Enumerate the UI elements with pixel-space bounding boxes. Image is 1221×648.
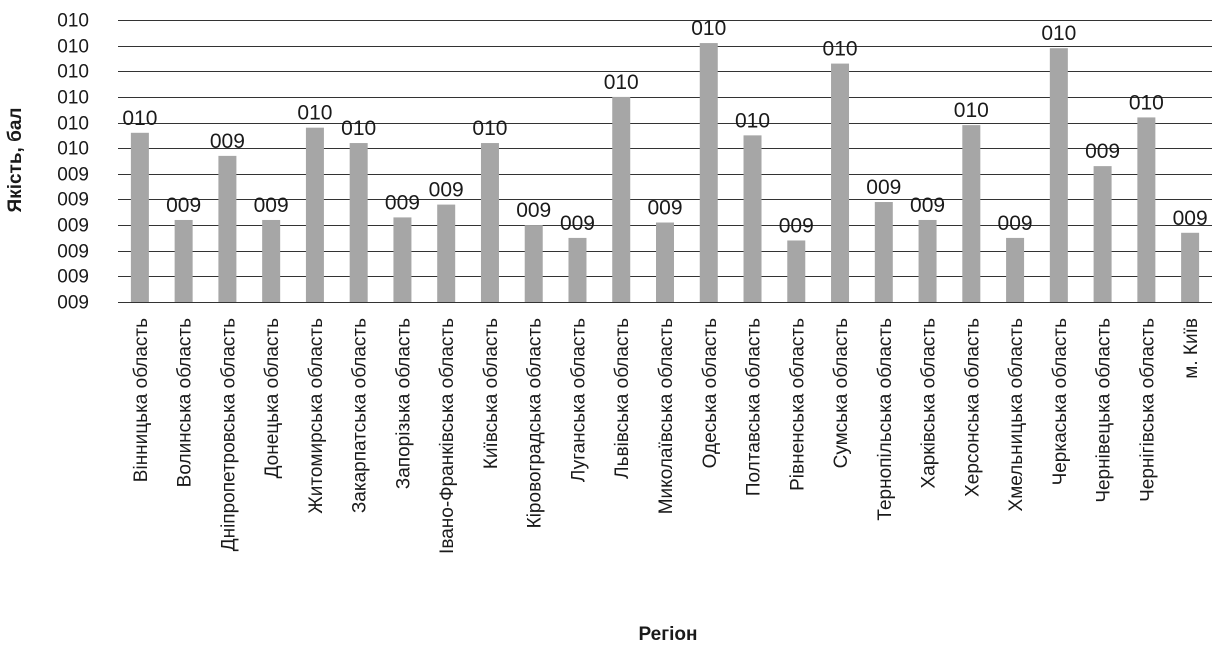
bar bbox=[1181, 232, 1200, 302]
category-label: Полтавська область bbox=[744, 318, 765, 496]
category-label: Хмельницька область bbox=[1006, 318, 1027, 512]
data-label: 009 bbox=[429, 179, 464, 202]
data-label: 010 bbox=[735, 109, 770, 132]
bar bbox=[1049, 48, 1068, 303]
data-label: 009 bbox=[647, 197, 682, 220]
data-label: 009 bbox=[210, 130, 245, 153]
bar bbox=[1093, 166, 1112, 302]
y-tick-label: 009 bbox=[57, 216, 89, 237]
data-label: 010 bbox=[122, 107, 157, 130]
x-axis-title: Регіон bbox=[638, 624, 697, 645]
data-label: 010 bbox=[604, 71, 639, 94]
data-label: 010 bbox=[472, 117, 507, 140]
category-label: Львівська область bbox=[612, 318, 633, 479]
data-label: 009 bbox=[866, 176, 901, 199]
bar bbox=[393, 217, 412, 302]
bar bbox=[743, 135, 762, 302]
bar bbox=[962, 125, 981, 302]
bar bbox=[699, 43, 718, 303]
bar bbox=[656, 222, 674, 302]
y-tick-label: 009 bbox=[57, 242, 89, 263]
bar bbox=[1006, 237, 1025, 302]
data-label: 010 bbox=[1129, 91, 1164, 114]
data-label: 009 bbox=[779, 214, 814, 237]
category-label: Київська область bbox=[481, 318, 502, 469]
y-tick-label: 009 bbox=[57, 190, 89, 211]
category-label: м. Київ bbox=[1181, 318, 1202, 379]
y-axis-tick-labels: 009 009 009 009 009 009 010 010 010 010 010 010 bbox=[57, 11, 89, 314]
y-tick-label: 010 bbox=[57, 62, 89, 83]
category-label: Дніпропетровська область bbox=[218, 318, 239, 551]
category-label: Запорізька область bbox=[393, 318, 414, 489]
bar bbox=[130, 132, 149, 302]
y-tick-label: 009 bbox=[57, 165, 89, 186]
bar bbox=[524, 225, 543, 302]
bar bbox=[787, 240, 806, 302]
category-label: Донецька область bbox=[262, 318, 283, 479]
category-label: Вінницька область bbox=[131, 318, 152, 482]
bar bbox=[480, 143, 499, 302]
y-tick-label: 010 bbox=[57, 88, 89, 109]
category-label: Кіровоградська область bbox=[525, 318, 546, 528]
category-label: Сумська область bbox=[831, 318, 852, 468]
category-label: Закарпатська область bbox=[350, 318, 371, 513]
gridlines bbox=[118, 20, 1212, 303]
bar bbox=[305, 127, 324, 302]
data-label: 010 bbox=[297, 102, 332, 125]
bar-data-labels: 010 009 009 009 010 010 009 009 010 009 009 010 009 0… bbox=[122, 17, 1207, 237]
category-label: Миколаївська область bbox=[656, 318, 677, 514]
data-label: 009 bbox=[560, 212, 595, 235]
bar bbox=[612, 96, 631, 302]
y-tick-label: 010 bbox=[57, 139, 89, 160]
category-label: Тернопільська область bbox=[875, 318, 896, 521]
data-label: 009 bbox=[254, 194, 289, 217]
category-label: Харківська область bbox=[919, 318, 940, 489]
data-label: 009 bbox=[516, 199, 551, 222]
y-tick-label: 010 bbox=[57, 37, 89, 58]
bar bbox=[218, 155, 237, 302]
y-tick-label: 009 bbox=[57, 267, 89, 288]
bar bbox=[568, 237, 587, 302]
category-label: Одеська область bbox=[700, 318, 721, 468]
category-label: Івано-Франківська область bbox=[437, 318, 458, 554]
bar bbox=[831, 63, 850, 302]
y-axis-title: Якість, бал bbox=[5, 108, 26, 213]
data-label: 009 bbox=[910, 194, 945, 217]
category-label: Волинська область bbox=[175, 318, 196, 487]
category-label: Черкаська область bbox=[1050, 318, 1071, 486]
data-label: 010 bbox=[823, 38, 858, 61]
bar bbox=[1137, 117, 1156, 302]
data-label: 010 bbox=[341, 117, 376, 140]
bars bbox=[130, 43, 1200, 303]
category-label: Чернігівська область bbox=[1137, 318, 1158, 502]
y-tick-label: 010 bbox=[57, 11, 89, 32]
x-axis-category-labels: Вінницька область Волинська область Дніпро… bbox=[131, 318, 1202, 554]
bar bbox=[918, 219, 937, 302]
category-label: Чернівецька область bbox=[1094, 318, 1115, 503]
data-label: 010 bbox=[1041, 22, 1076, 45]
bar bbox=[874, 202, 893, 302]
y-tick-label: 010 bbox=[57, 114, 89, 135]
category-label: Житомирська область bbox=[306, 318, 327, 514]
bar bbox=[262, 219, 281, 302]
bar bbox=[437, 204, 456, 302]
y-tick-label: 009 bbox=[57, 293, 89, 314]
category-label: Рівненська область bbox=[787, 318, 808, 491]
data-label: 009 bbox=[998, 212, 1033, 235]
data-label: 009 bbox=[166, 194, 201, 217]
category-label: Луганська область bbox=[568, 318, 589, 482]
data-label: 009 bbox=[385, 191, 420, 214]
data-label: 010 bbox=[691, 17, 726, 40]
data-label: 009 bbox=[1173, 207, 1208, 230]
category-label: Херсонська область bbox=[962, 318, 983, 497]
bar bbox=[174, 219, 193, 302]
data-label: 009 bbox=[1085, 140, 1120, 163]
bar bbox=[349, 143, 368, 302]
data-label: 010 bbox=[954, 99, 989, 122]
